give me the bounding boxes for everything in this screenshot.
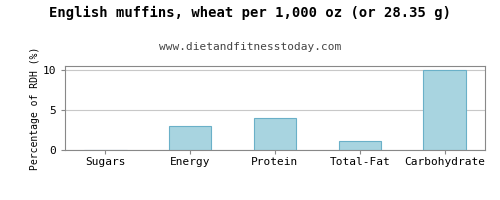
Bar — [338, 141, 381, 150]
Bar — [254, 118, 296, 150]
Text: English muffins, wheat per 1,000 oz (or 28.35 g): English muffins, wheat per 1,000 oz (or … — [49, 6, 451, 20]
Y-axis label: Percentage of RDH (%): Percentage of RDH (%) — [30, 46, 40, 170]
Bar — [424, 70, 466, 150]
Bar — [169, 126, 212, 150]
Text: www.dietandfitnesstoday.com: www.dietandfitnesstoday.com — [159, 42, 341, 52]
